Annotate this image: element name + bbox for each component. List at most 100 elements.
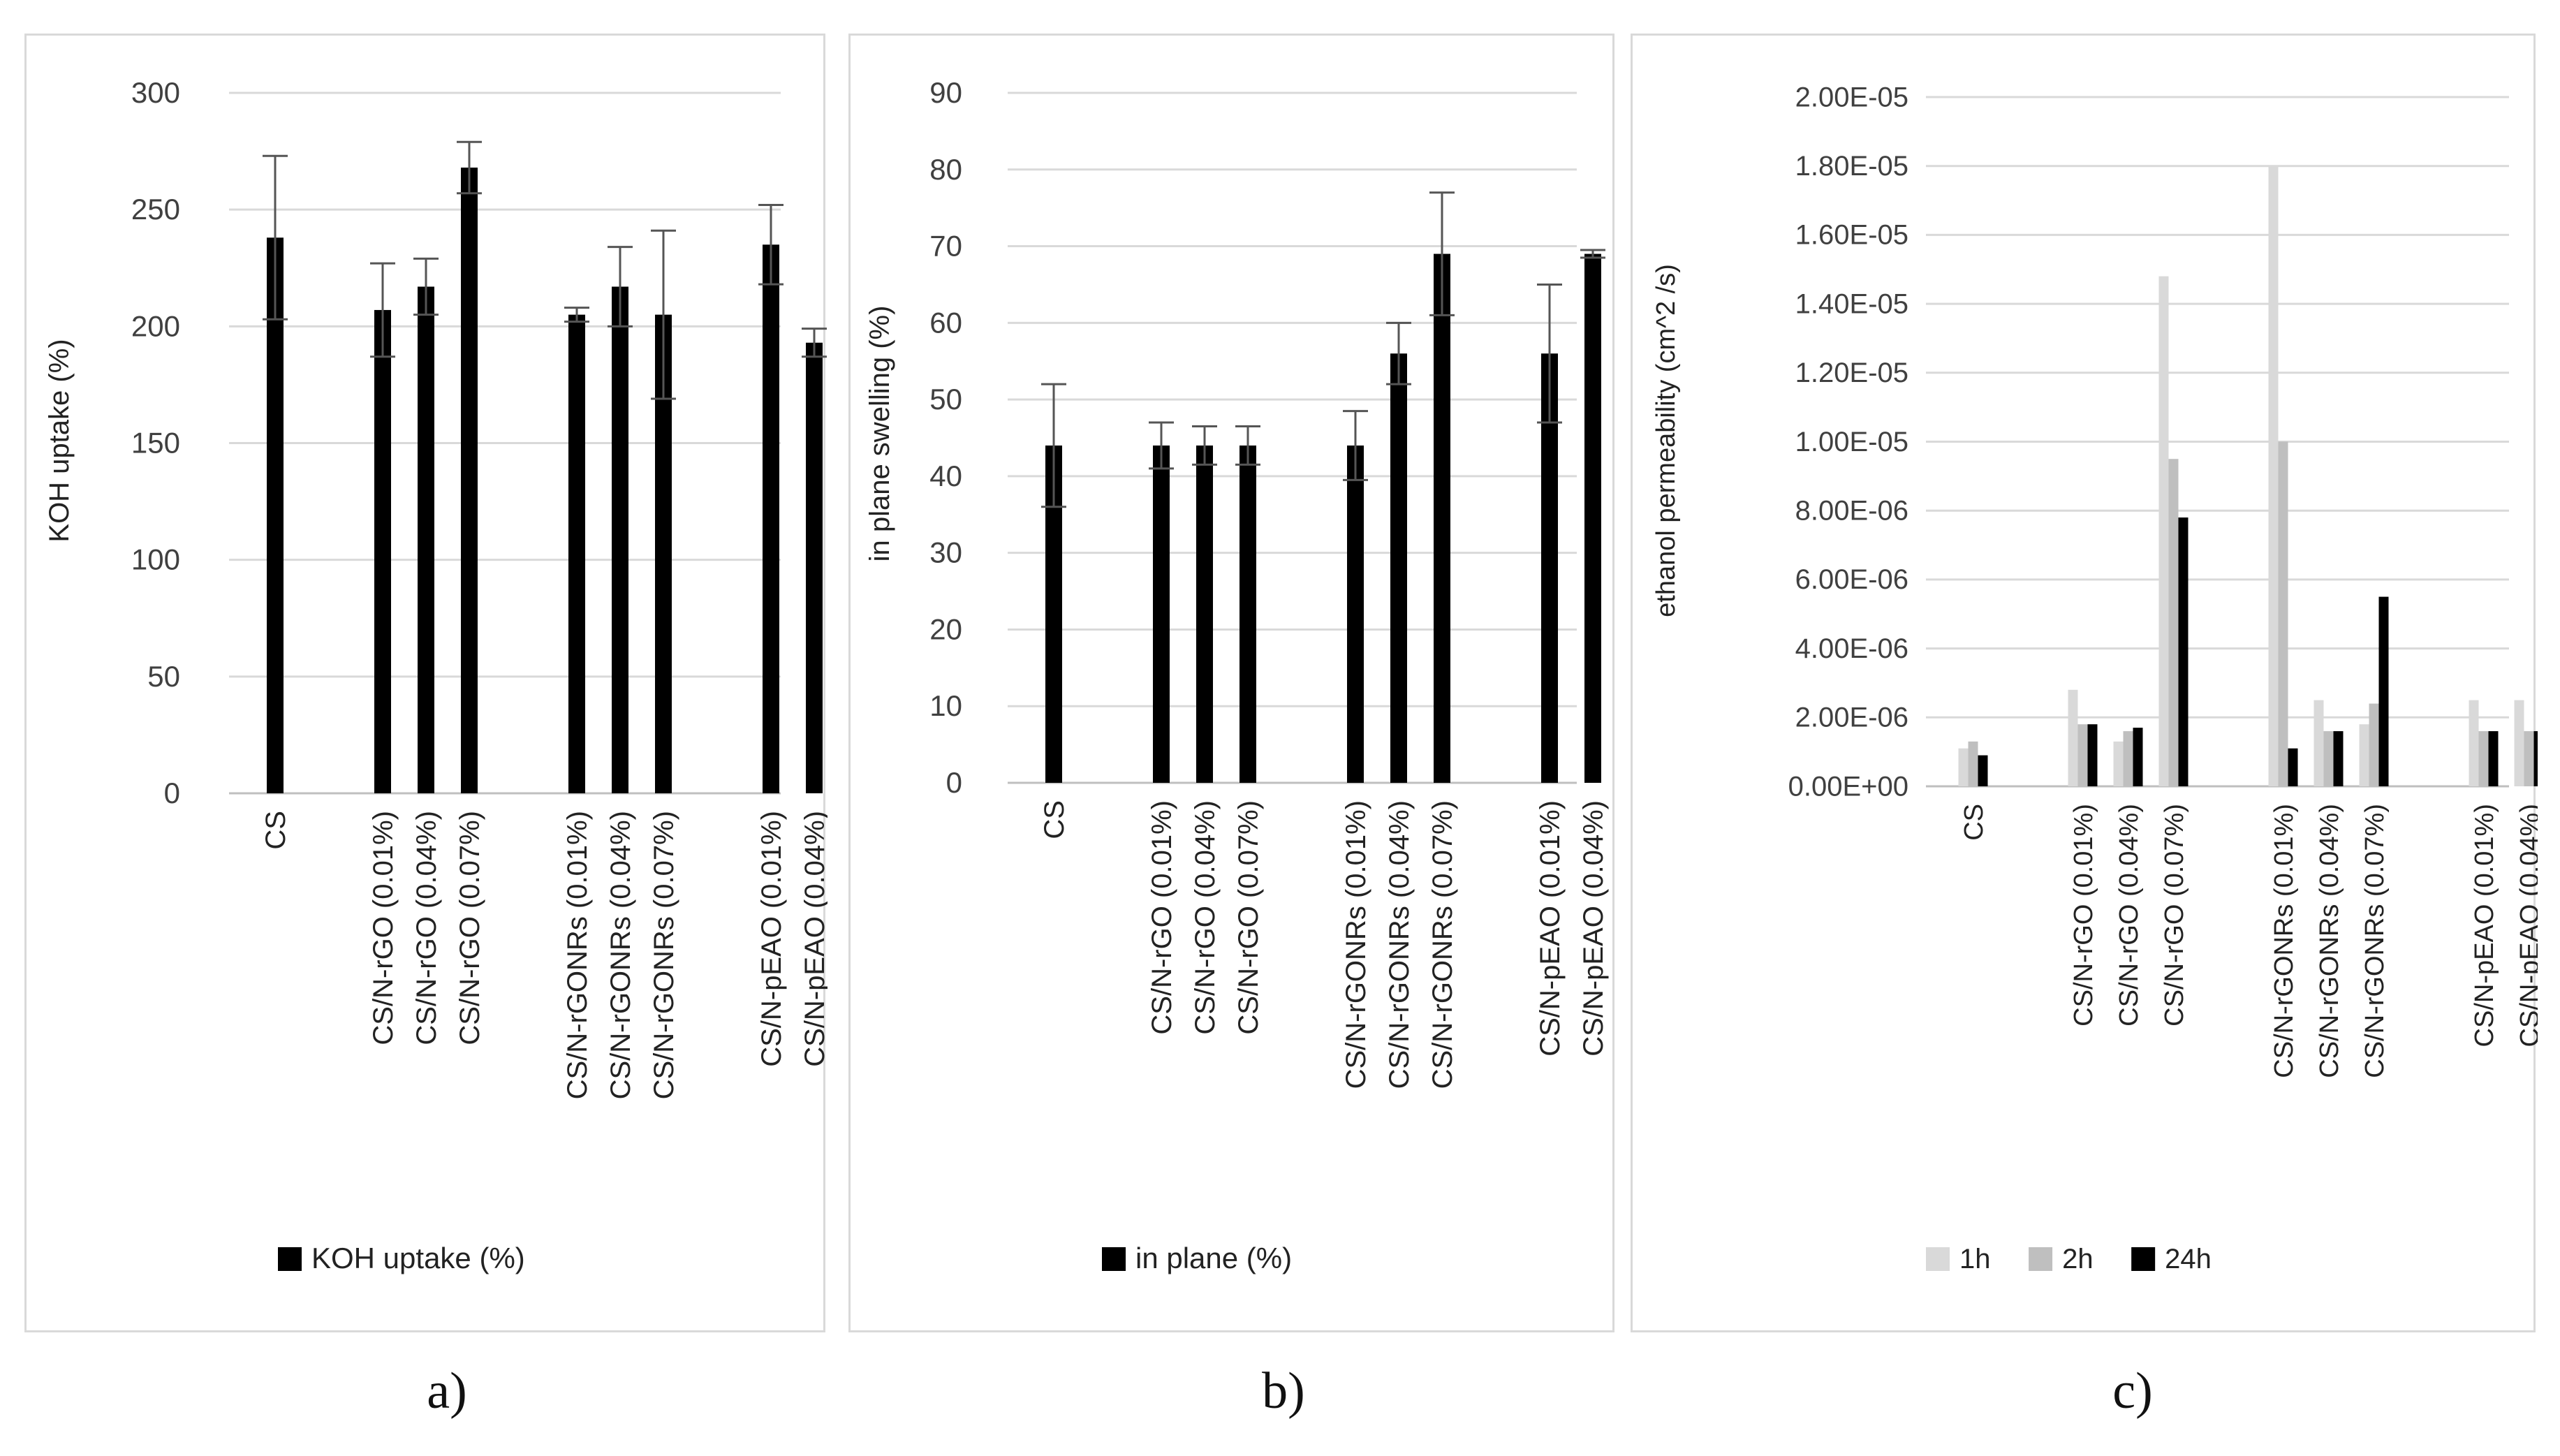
y-tick-label: 2.00E-05 (1795, 82, 1908, 112)
bar (2524, 731, 2534, 786)
y-tick-label: 90 (929, 76, 962, 109)
y-tick-label: 2.00E-06 (1795, 703, 1908, 733)
y-tick-label: 8.00E-06 (1795, 496, 1908, 527)
bar (2323, 731, 2334, 786)
legend-swatch (1102, 1247, 1126, 1271)
y-tick-label: 30 (929, 536, 962, 569)
bar (2533, 731, 2538, 786)
y-tick-label: 300 (131, 76, 180, 109)
caption-c: c) (2112, 1362, 2153, 1420)
y-tick-label: 1.60E-05 (1795, 220, 1908, 251)
x-tick-label: CS/N-rGO (0.07%) (1233, 800, 1264, 1035)
bar (2178, 517, 2188, 786)
bar (1584, 253, 1601, 783)
x-tick-label: CS (1039, 800, 1070, 839)
x-tick-label: CS/N-rGONRs (0.01%) (2270, 804, 2299, 1078)
x-tick-label: CS/N-pEAO (0.04%) (1578, 800, 1609, 1057)
bar (2369, 703, 2379, 786)
x-tick-label: CS/N-rGO (0.07%) (455, 811, 485, 1045)
bar (2268, 166, 2279, 786)
y-tick-label: 50 (147, 660, 180, 693)
x-tick-label: CS/N-pEAO (0.01%) (1535, 800, 1566, 1057)
y-tick-label: 1.40E-05 (1795, 288, 1908, 319)
bar (806, 342, 823, 793)
x-tick-label: CS/N-rGONRs (0.07%) (2360, 804, 2390, 1078)
bar (267, 237, 284, 794)
y-tick-label: 1.00E-05 (1795, 427, 1908, 457)
chart-panel-c: 0.00E+00 2.00E-06 4.00E-06 6.00E-06 8.00E-06… (1631, 34, 2538, 1332)
x-tick-label: CS/N-rGONRs (0.01%) (1341, 800, 1371, 1089)
bar (568, 314, 585, 793)
x-tick-label: CS/N-rGONRs (0.07%) (649, 811, 679, 1099)
x-tick-label: CS/N-rGO (0.01%) (1147, 800, 1177, 1035)
y-axis-label: ethanol permeability (cm^2 /s) (1652, 264, 1681, 617)
x-tick-label: CS/N-pEAO (0.01%) (756, 811, 787, 1067)
bar (1390, 353, 1407, 783)
y-axis-label: in plane swelling (%) (865, 306, 895, 562)
bar (612, 286, 628, 793)
y-tick-label: 40 (929, 459, 962, 492)
caption-b: b) (1262, 1362, 1305, 1420)
y-tick-label: 150 (131, 427, 180, 459)
y-tick-label: 80 (929, 153, 962, 186)
bar (1978, 755, 1988, 786)
y-tick-label: 10 (929, 689, 962, 722)
bar (2333, 731, 2344, 786)
legend-label: 1h (1959, 1244, 1991, 1274)
bar (2359, 724, 2369, 786)
bar (2514, 700, 2524, 786)
legend-swatch (2029, 1247, 2053, 1271)
bar (1153, 445, 1170, 783)
x-tick-label: CS/N-pEAO (0.04%) (2515, 804, 2538, 1047)
bar (2478, 731, 2489, 786)
bar (1541, 353, 1558, 783)
x-tick-label: CS/N-rGO (0.04%) (411, 811, 442, 1045)
legend-swatch (2131, 1247, 2156, 1271)
legend-label: in plane (%) (1135, 1242, 1292, 1274)
bar (2133, 728, 2143, 786)
koh-uptake-chart: 0 50 100 150 200 250 300 KOH uptake (%) CS CS/N-r… (44, 76, 827, 1274)
y-tick-label: 50 (929, 383, 962, 416)
y-tick-label: 6.00E-06 (1795, 564, 1908, 595)
x-tick-label: CS/N-rGONRs (0.07%) (1427, 800, 1458, 1089)
y-tick-label: 4.00E-06 (1795, 633, 1908, 664)
bar (418, 286, 434, 793)
x-tick-label: CS (1959, 804, 1989, 841)
bar (2158, 276, 2169, 786)
x-tick-label: CS/N-rGO (0.07%) (2160, 804, 2189, 1027)
x-tick-label: CS/N-pEAO (0.04%) (800, 811, 827, 1067)
bar (2469, 700, 2479, 786)
legend-label: 24h (2165, 1244, 2212, 1274)
bar (2077, 724, 2088, 786)
x-tick-label: CS/N-rGO (0.01%) (2069, 804, 2098, 1027)
x-tick-label: CS/N-rGO (0.01%) (368, 811, 399, 1045)
bar (1434, 253, 1450, 783)
y-tick-label: 60 (929, 306, 962, 339)
bar (1968, 741, 1978, 786)
x-tick-label: CS/N-rGONRs (0.04%) (1384, 800, 1415, 1089)
x-tick-label: CS/N-rGO (0.04%) (1190, 800, 1221, 1035)
y-tick-label: 70 (929, 230, 962, 263)
bar (461, 167, 478, 793)
chart-panel-b: 0 10 20 30 40 50 60 70 80 90 in plane swelling (%)… (848, 34, 1614, 1332)
bar (763, 244, 779, 794)
bar (2113, 741, 2124, 786)
chart-panel-a: 0 50 100 150 200 250 300 KOH uptake (%) CS CS/N-r… (24, 34, 827, 1332)
ethanol-permeability-chart: 0.00E+00 2.00E-06 4.00E-06 6.00E-06 8.00E-06… (1652, 82, 2538, 1274)
bar (2168, 459, 2179, 786)
y-tick-label: 100 (131, 543, 180, 576)
y-tick-label: 200 (131, 309, 180, 342)
y-tick-label: 250 (131, 193, 180, 226)
x-tick-label: CS/N-rGO (0.04%) (2114, 804, 2144, 1027)
y-tick-label: 0 (164, 777, 180, 809)
bar (2313, 700, 2324, 786)
bar (2488, 731, 2499, 786)
in-plane-swelling-chart: 0 10 20 30 40 50 60 70 80 90 in plane swelling (%)… (865, 76, 1609, 1274)
x-tick-label: CS/N-pEAO (0.01%) (2470, 804, 2499, 1047)
x-tick-label: CS (260, 811, 291, 850)
bar (1347, 445, 1364, 783)
legend-swatch (278, 1247, 302, 1271)
bar (1958, 748, 1969, 786)
bar (2123, 731, 2133, 786)
x-tick-label: CS/N-rGONRs (0.04%) (605, 811, 636, 1099)
